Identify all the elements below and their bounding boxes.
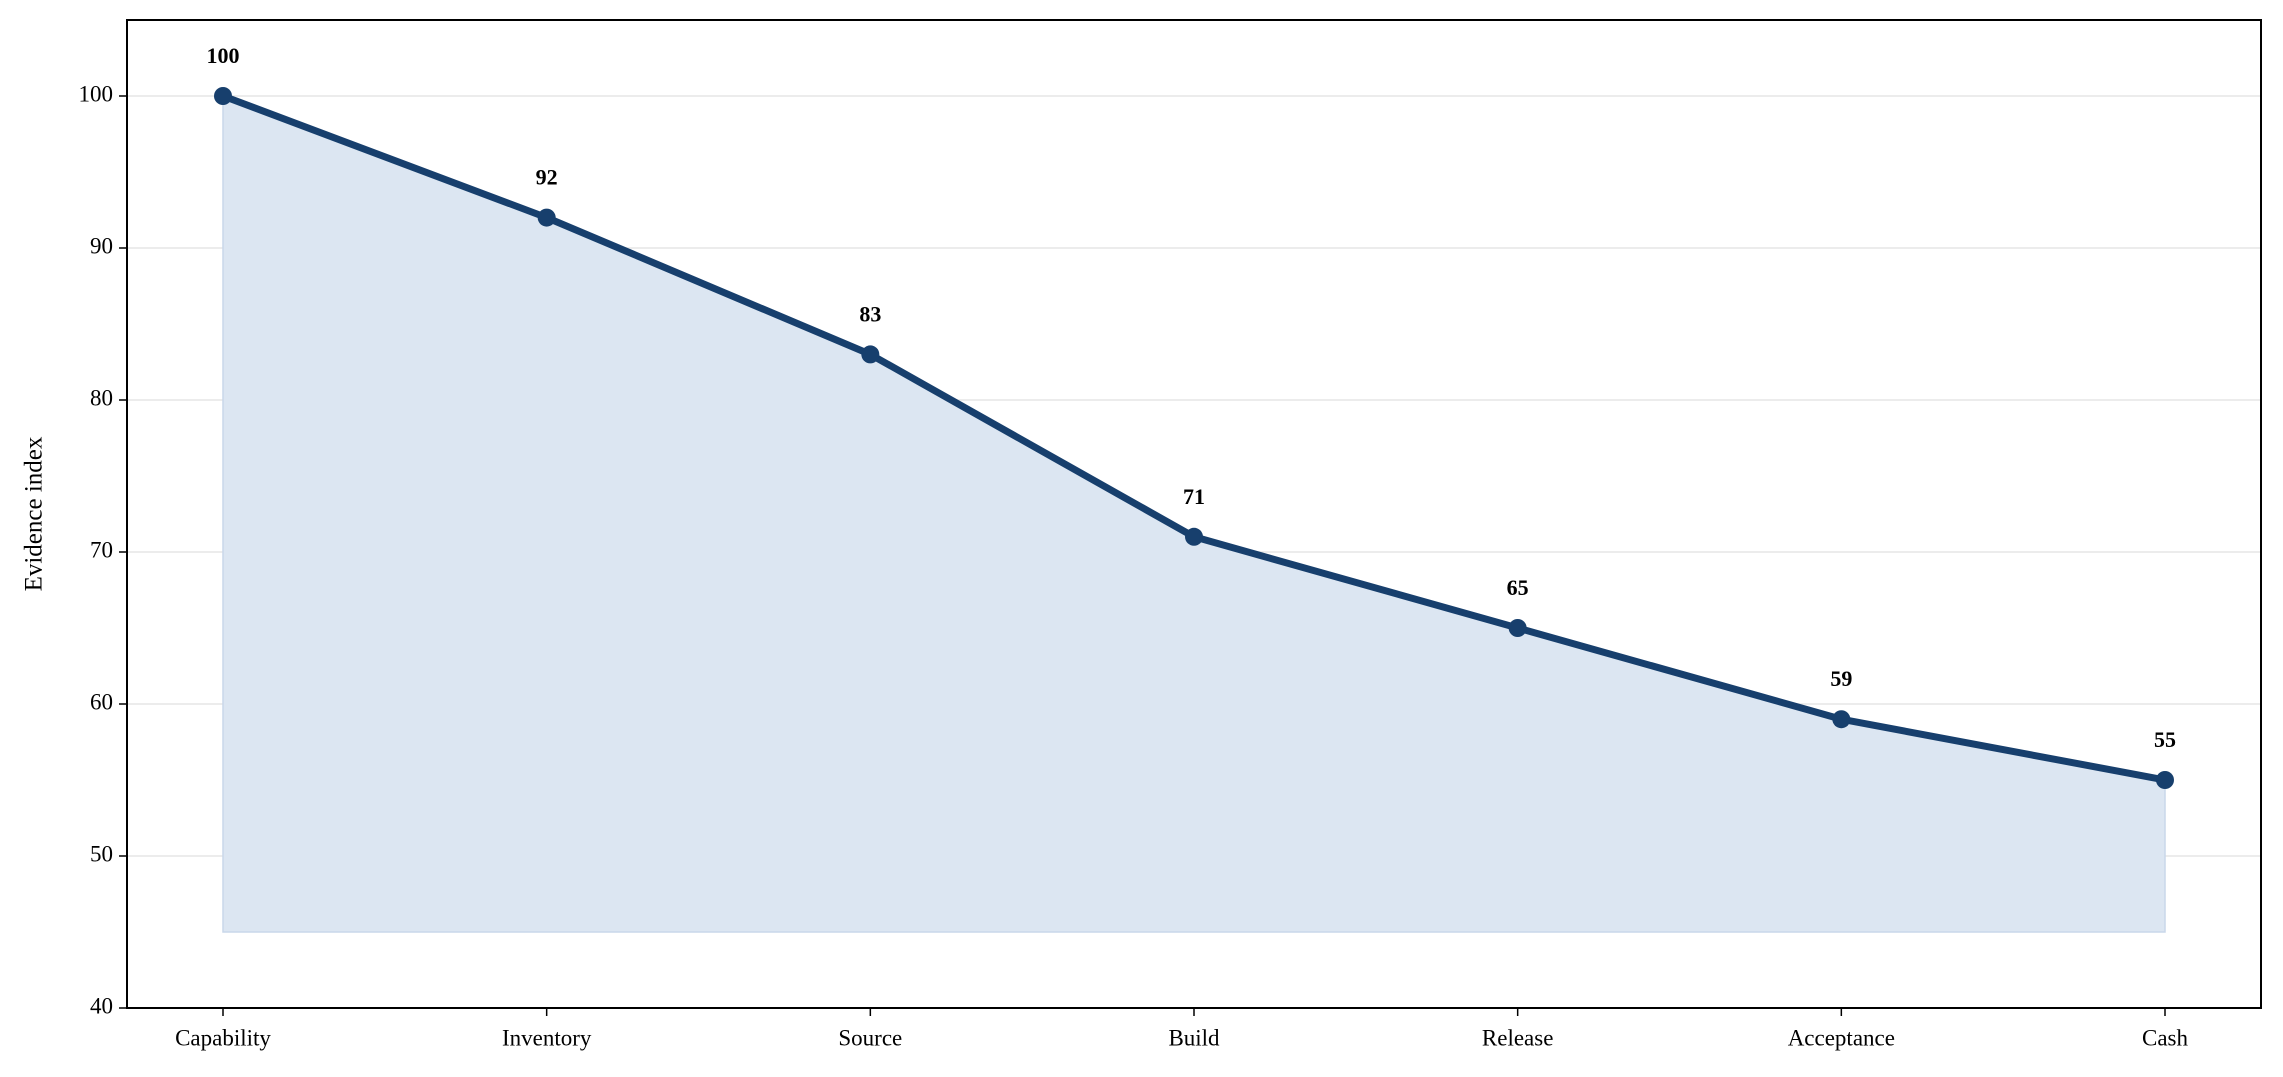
- y-tick-label: 70: [90, 537, 113, 562]
- value-label: 65: [1507, 575, 1529, 600]
- point: [1508, 619, 1527, 637]
- y-tick-label: 90: [90, 233, 113, 258]
- point: [537, 208, 556, 227]
- plot-frame: [126, 19, 2262, 1009]
- x-tick-label: Source: [838, 1025, 902, 1050]
- x-tick-label: Capability: [175, 1025, 271, 1050]
- value-label: 100: [207, 43, 240, 68]
- point: [861, 345, 880, 364]
- point: [2156, 771, 2174, 789]
- y-axis-label: Evidence index: [21, 436, 48, 591]
- y-tick-label: 100: [79, 81, 114, 106]
- value-label: 83: [859, 301, 881, 326]
- value-label: 55: [2154, 727, 2176, 752]
- point: [1185, 527, 1203, 546]
- x-tick-label: Acceptance: [1788, 1025, 1895, 1050]
- x-tick-label: Cash: [2142, 1025, 2189, 1050]
- value-label: 92: [536, 165, 558, 190]
- value-label: 71: [1183, 484, 1205, 509]
- point: [214, 87, 232, 105]
- x-tick-label: Build: [1168, 1025, 1220, 1050]
- x-tick-label: Inventory: [502, 1025, 592, 1050]
- y-tick-label: 40: [90, 993, 113, 1018]
- value-label: 59: [1830, 666, 1852, 691]
- area: [222, 94, 2166, 933]
- y-tick-label: 50: [90, 841, 113, 866]
- x-tick-label: Release: [1482, 1025, 1554, 1050]
- y-tick-label: 60: [90, 689, 113, 714]
- y-tick-label: 80: [90, 385, 113, 410]
- point: [1832, 710, 1851, 729]
